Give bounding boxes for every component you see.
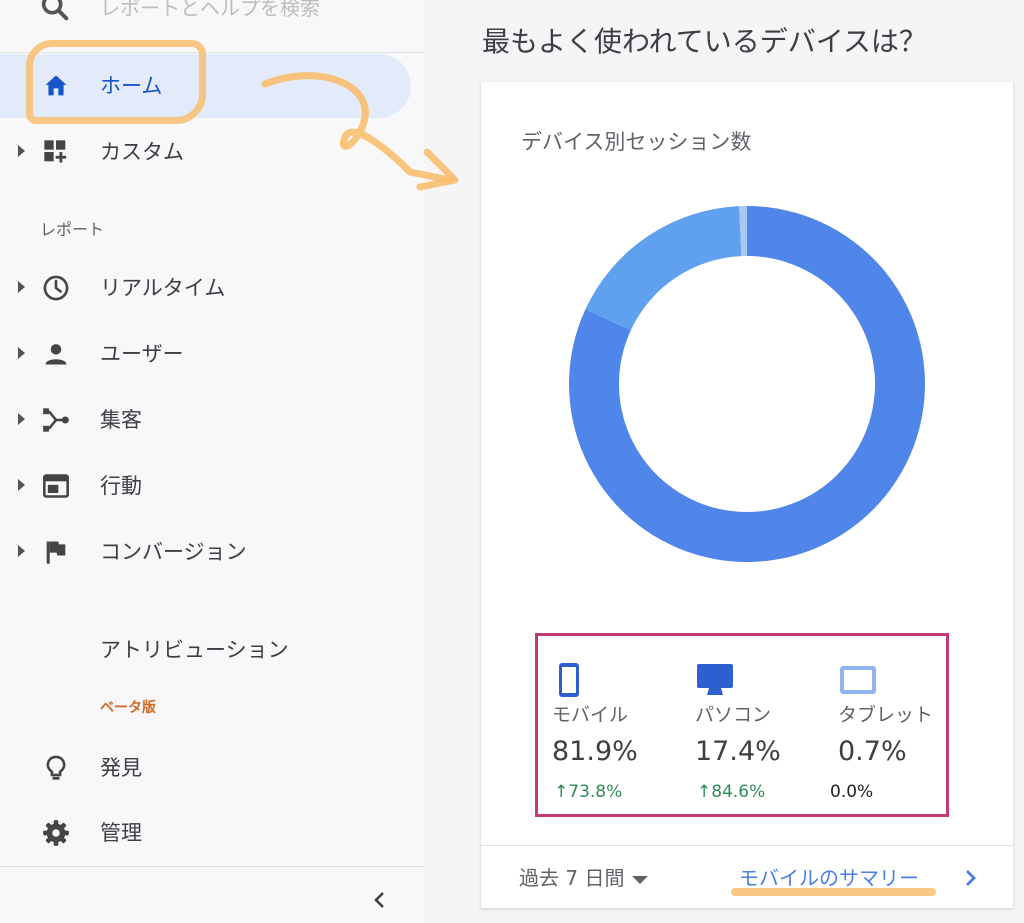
chevron-right-icon[interactable] bbox=[961, 866, 981, 890]
highlight-scribble-underline bbox=[731, 888, 936, 896]
expand-caret-icon bbox=[18, 413, 25, 425]
chevron-left-icon[interactable] bbox=[368, 888, 392, 912]
device-share: 17.4% bbox=[695, 736, 781, 767]
date-range-dropdown[interactable]: 過去 7 日間 bbox=[519, 862, 649, 891]
sidebar-item-label: 行動 bbox=[100, 474, 142, 498]
card-divider bbox=[481, 845, 1013, 846]
expand-caret-icon bbox=[18, 479, 25, 491]
device-name: タブレット bbox=[838, 704, 934, 726]
section-label-reports: レポート bbox=[40, 220, 105, 239]
card-title: デバイス別セッション数 bbox=[521, 130, 752, 154]
search-placeholder: レポートとヘルプを検索 bbox=[100, 0, 320, 20]
date-range-label: 過去 7 日間 bbox=[519, 866, 625, 890]
sidebar-item-label: リアルタイム bbox=[100, 276, 226, 300]
device-change: 0.0% bbox=[830, 782, 874, 802]
sidebar-item-label: 集客 bbox=[100, 408, 142, 432]
sidebar-item-behavior[interactable]: 行動 bbox=[0, 456, 424, 516]
sidebar-item-label: ユーザー bbox=[100, 342, 184, 366]
expand-caret-icon bbox=[18, 281, 25, 293]
legend-item-mobile: モバイル 81.9% ↑73.8% bbox=[538, 636, 668, 816]
mobile-summary-link[interactable]: モバイルのサマリー bbox=[739, 866, 919, 890]
legend-item-desktop: パソコン 17.4% ↑84.6% bbox=[681, 636, 811, 816]
gear-icon bbox=[43, 820, 69, 846]
dropdown-caret-icon bbox=[632, 875, 649, 884]
beta-badge: ベータ版 bbox=[100, 700, 156, 716]
browser-window-icon bbox=[43, 474, 69, 498]
sidebar-item-label: コンバージョン bbox=[100, 540, 247, 564]
page-title: 最もよく使われているデバイスは？ bbox=[482, 25, 927, 58]
device-change: ↑73.8% bbox=[554, 782, 623, 802]
device-name: モバイル bbox=[552, 704, 629, 726]
sidebar-item-label: 管理 bbox=[100, 821, 142, 845]
device-donut-chart bbox=[569, 206, 925, 562]
device-card: デバイス別セッション数 モバイル 81.9% ↑73.8% パソコン 17.4%… bbox=[481, 82, 1013, 908]
lightbulb-icon bbox=[46, 755, 66, 780]
expand-caret-icon bbox=[18, 545, 25, 557]
highlight-scribble-box bbox=[26, 40, 206, 124]
sidebar-item-conversions[interactable]: コンバージョン bbox=[0, 522, 424, 582]
search-bar[interactable]: レポートとヘルプを検索 bbox=[0, 0, 424, 53]
sidebar-item-realtime[interactable]: リアルタイム bbox=[0, 258, 424, 318]
expand-caret-icon bbox=[18, 145, 25, 157]
legend-item-tablet: タブレット 0.7% 0.0% bbox=[824, 636, 954, 816]
sidebar-item-label: 発見 bbox=[100, 756, 142, 780]
flag-icon bbox=[46, 541, 66, 564]
person-icon bbox=[45, 344, 67, 365]
sidebar-divider bbox=[0, 866, 424, 867]
sidebar-item-discover[interactable]: 発見 bbox=[0, 738, 424, 798]
sidebar-item-acquisition[interactable]: 集客 bbox=[0, 390, 424, 450]
sidebar-item-admin[interactable]: 管理 bbox=[0, 803, 424, 863]
search-icon bbox=[41, 0, 69, 21]
dashboard-add-icon bbox=[44, 140, 67, 163]
sidebar-item-custom[interactable]: カスタム bbox=[0, 122, 424, 182]
smartphone-icon bbox=[559, 663, 579, 697]
arrow-up-icon: ↑ bbox=[697, 782, 712, 802]
sidebar-item-label: カスタム bbox=[100, 140, 184, 164]
arrow-up-icon: ↑ bbox=[554, 782, 569, 802]
device-name: パソコン bbox=[695, 704, 772, 726]
expand-caret-icon bbox=[18, 347, 25, 359]
sidebar: レポートとヘルプを検索 ホーム カスタム レポート リアルタイム ユーザー bbox=[0, 0, 424, 923]
device-share: 0.7% bbox=[838, 736, 907, 767]
home-icon bbox=[45, 75, 67, 96]
donut-slice-desktop bbox=[585, 206, 742, 331]
device-share: 81.9% bbox=[552, 736, 638, 767]
clock-icon bbox=[43, 275, 69, 301]
device-legend: モバイル 81.9% ↑73.8% パソコン 17.4% ↑84.6% タブレッ… bbox=[535, 633, 949, 817]
sidebar-item-attribution[interactable]: アトリビューション bbox=[100, 638, 289, 662]
hand-drawn-arrow bbox=[261, 72, 459, 191]
merge-arrows-icon bbox=[43, 408, 69, 432]
sidebar-item-users[interactable]: ユーザー bbox=[0, 324, 424, 384]
tablet-icon bbox=[840, 666, 876, 694]
donut-slice-tablet bbox=[739, 206, 747, 257]
sidebar-item-label: ホーム bbox=[100, 74, 163, 98]
desktop-monitor-icon bbox=[697, 664, 733, 695]
device-change: ↑84.6% bbox=[697, 782, 766, 802]
